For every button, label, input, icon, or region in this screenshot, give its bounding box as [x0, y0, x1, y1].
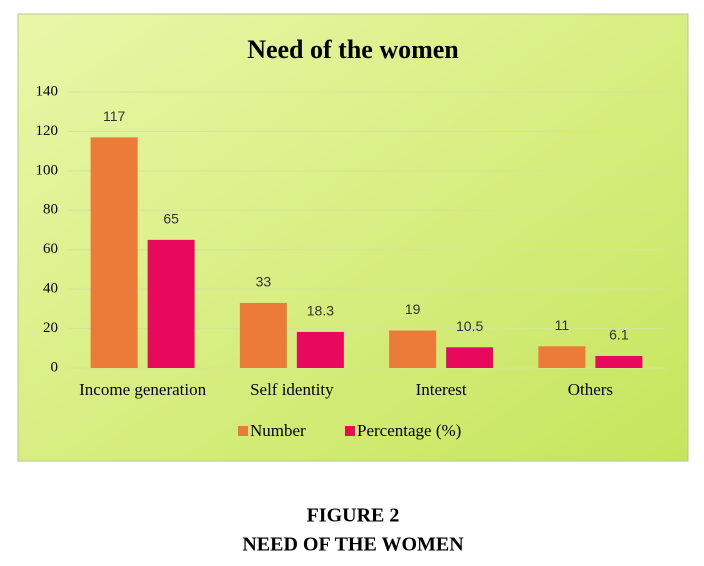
chart-title: Need of the women — [247, 35, 459, 64]
figure-label: FIGURE 2 — [307, 505, 400, 527]
x-tick-label: Others — [568, 380, 613, 399]
legend-label: Percentage (%) — [357, 421, 461, 440]
legend-swatch — [345, 426, 355, 436]
legend-label: Number — [250, 421, 306, 440]
x-tick-label: Interest — [416, 380, 467, 399]
figure-caption: NEED OF THE WOMEN — [242, 534, 464, 556]
y-tick-label: 120 — [36, 123, 59, 139]
y-tick-label: 20 — [43, 320, 58, 336]
bar — [239, 302, 287, 368]
value-label: 117 — [103, 108, 126, 124]
y-tick-label: 140 — [36, 83, 59, 99]
bar — [595, 355, 643, 368]
y-tick-label: 80 — [43, 202, 58, 218]
y-tick-label: 0 — [51, 359, 59, 375]
value-label: 18.3 — [307, 303, 334, 319]
x-tick-label: Self identity — [250, 380, 334, 399]
y-tick-label: 60 — [43, 241, 58, 257]
y-tick-label: 40 — [43, 281, 58, 297]
bar — [446, 347, 494, 368]
bar — [296, 331, 344, 368]
bar — [90, 137, 138, 368]
bar — [538, 346, 586, 368]
value-label: 11 — [555, 317, 570, 333]
value-label: 33 — [256, 274, 272, 290]
value-label: 65 — [163, 211, 179, 227]
y-tick-label: 100 — [36, 162, 59, 178]
bar — [147, 239, 195, 368]
value-label: 19 — [405, 301, 421, 317]
value-label: 6.1 — [609, 327, 629, 343]
legend-swatch — [238, 426, 248, 436]
value-label: 10.5 — [456, 318, 483, 334]
bar — [389, 330, 437, 368]
x-tick-label: Income generation — [79, 380, 206, 399]
